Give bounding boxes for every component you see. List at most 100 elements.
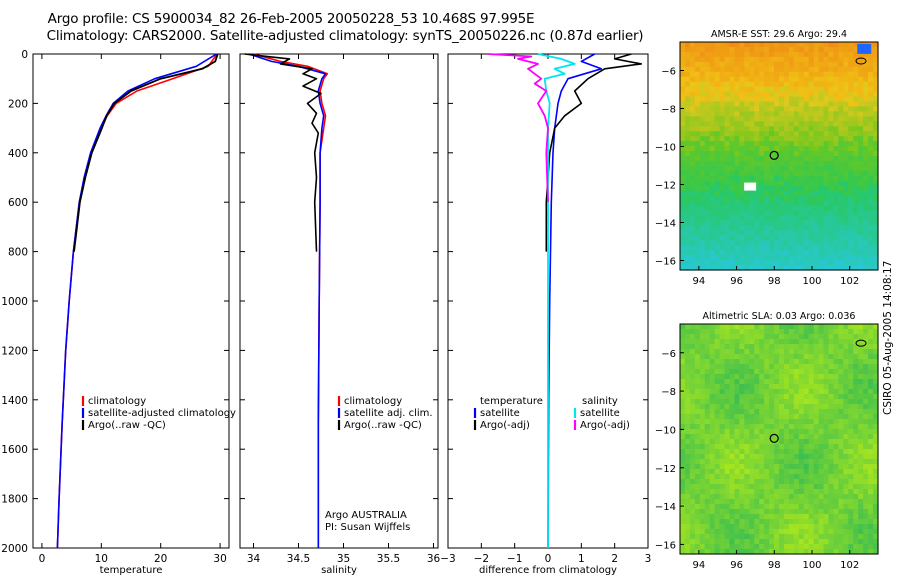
sla-map-cell [783, 489, 790, 495]
sla-map-cell [734, 384, 740, 390]
sst-map-cell [793, 126, 800, 132]
sla-map-cell [694, 349, 701, 355]
sla-map-cell [699, 444, 706, 450]
sla-map-cell [868, 459, 874, 465]
sst-map-cell [714, 96, 721, 103]
sla-map-cell [823, 379, 830, 385]
sst-map-cell [714, 116, 721, 122]
sla-map-cell [689, 374, 696, 380]
sst-map-cell [694, 156, 701, 162]
sla-map-cell [823, 469, 830, 475]
sla-map-cell [803, 539, 810, 545]
sst-map-cell [744, 116, 750, 122]
sst-map-cell [828, 56, 835, 63]
sst-map-cell [858, 101, 864, 108]
sla-map-cell [848, 474, 854, 480]
sla-map-cell [680, 364, 686, 370]
sst-map-cell [709, 160, 716, 167]
sst-map-cell [680, 250, 686, 256]
sst-map-cell [680, 160, 686, 167]
difference-panel-xtick-label: 0 [545, 553, 552, 565]
sst-map-cell [823, 136, 830, 142]
sst-map-cell [793, 42, 800, 48]
sst-map-cell [734, 240, 740, 246]
sla-map-cell [843, 354, 849, 360]
sst-map-cell [724, 131, 731, 137]
sla-map-cell [813, 449, 820, 455]
sst-map-cell [680, 220, 686, 226]
sla-map-cell [684, 539, 691, 545]
sst-map-cell [833, 195, 839, 202]
sla-map-cell [779, 334, 785, 340]
sla-map-cell [783, 479, 790, 485]
sla-map-cell [689, 539, 696, 545]
sst-map-cell [699, 160, 706, 167]
sst-map-cell [774, 190, 780, 197]
sst-map-cell [689, 76, 696, 83]
sla-map-cell [749, 444, 755, 450]
sla-map-cell [699, 359, 706, 365]
sst-map-cell [808, 160, 815, 167]
sst-map-cell [813, 210, 820, 217]
sla-map-cell [709, 449, 716, 455]
sla-map-cell [863, 404, 869, 410]
sst-map-cell [863, 190, 869, 197]
sla-map-cell [689, 459, 696, 465]
sla-map-cell [729, 359, 736, 365]
sst-map-cell [699, 66, 706, 73]
sst-map-cell [724, 42, 731, 48]
sla-map-cell [749, 509, 755, 515]
sla-map-cell [764, 534, 770, 540]
sla-map-cell [798, 514, 805, 520]
sla-map-cell [774, 354, 780, 360]
sla-map-cell [833, 389, 839, 395]
sla-map-cell [694, 384, 701, 390]
sst-map-cell [823, 56, 830, 63]
sla-map-cell [788, 359, 795, 365]
sst-map-cell [788, 165, 795, 172]
sst-map-cell [774, 141, 780, 147]
sla-map-cell [838, 349, 844, 355]
sla-map-cell [798, 444, 805, 450]
sst-map-cell [729, 210, 736, 217]
sst-map-cell [739, 66, 745, 73]
sla-map-cell [749, 424, 755, 430]
sst-map-cell [813, 235, 820, 241]
sst-map-cell [858, 190, 864, 197]
sst-map-cell [788, 200, 795, 207]
sla-map-cell [734, 529, 740, 535]
sla-map-cell [764, 519, 770, 525]
sst-map-cell [764, 101, 770, 108]
sst-map-cell [838, 190, 844, 197]
sla-map-cell [709, 409, 716, 415]
sst-map-cell [853, 195, 859, 202]
sst-map-cell [779, 220, 785, 226]
sla-map-cell [788, 539, 795, 545]
sst-map-cell [724, 136, 731, 142]
sla-map-cell [823, 519, 830, 525]
sst-map-cell [719, 96, 726, 103]
sst-map-cell [714, 235, 721, 241]
sst-map-cell [684, 250, 691, 256]
sla-map-cell [714, 539, 721, 545]
sst-map-cell [873, 215, 879, 222]
sst-map-cell [739, 180, 745, 187]
sla-map-cell [689, 429, 696, 435]
sst-map-cell [848, 260, 854, 266]
sst-map-cell [803, 126, 810, 132]
sla-map-cell [803, 444, 810, 450]
sst-map-cell [774, 146, 780, 152]
sst-map-cell [813, 126, 820, 132]
sst-map-cell [818, 81, 825, 88]
sst-map-cell [788, 106, 795, 112]
sla-map-cell [823, 504, 830, 510]
sla-map-cell [714, 324, 721, 330]
sal-argo-line [244, 53, 322, 252]
sst-map-cell [709, 42, 716, 48]
sla-map-cell [848, 394, 854, 400]
sla-map-cell [779, 404, 785, 410]
sst-map-cell [808, 210, 815, 217]
sst-map-cell [813, 42, 820, 48]
sst-map-cell [684, 126, 691, 132]
sst-map-cell [744, 66, 750, 73]
